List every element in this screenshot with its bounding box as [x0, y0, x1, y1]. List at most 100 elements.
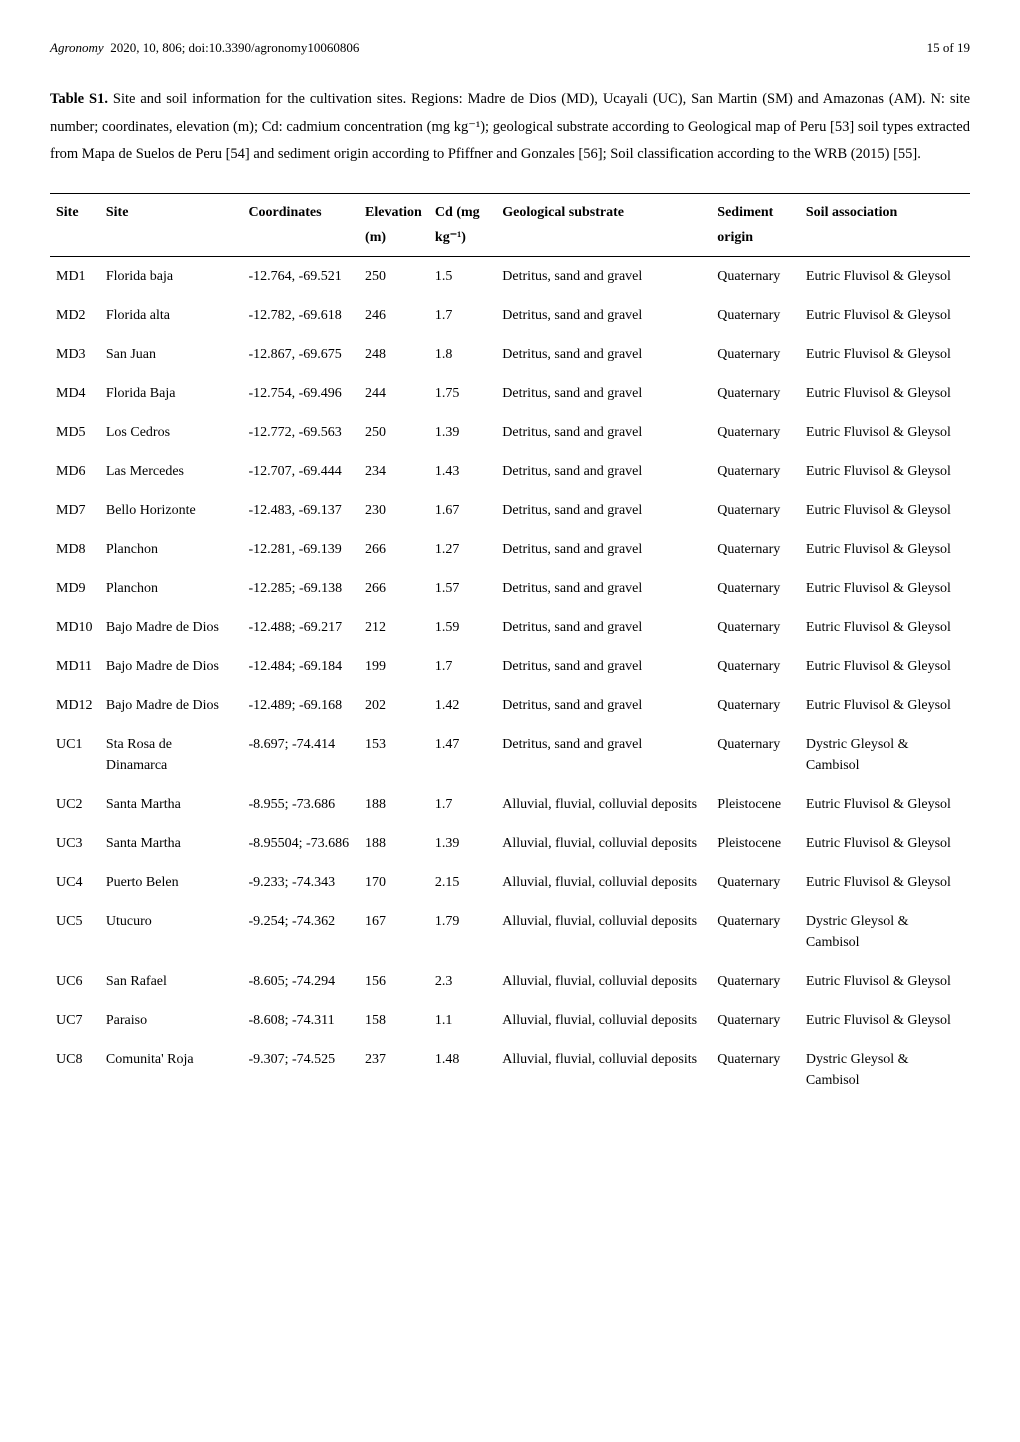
cell-soil: Eutric Fluvisol & Gleysol — [800, 491, 970, 530]
cell-soil: Eutric Fluvisol & Gleysol — [800, 530, 970, 569]
cell-sed: Quaternary — [711, 902, 800, 962]
cell-soil: Eutric Fluvisol & Gleysol — [800, 686, 970, 725]
cell-coords: -8.605; -74.294 — [242, 962, 359, 1001]
cell-elev: 246 — [359, 296, 429, 335]
cell-elev: 244 — [359, 374, 429, 413]
table-row: MD10Bajo Madre de Dios-12.488; -69.21721… — [50, 608, 970, 647]
cell-cd: 1.8 — [429, 335, 496, 374]
cell-id: MD9 — [50, 569, 100, 608]
col-site-name: Site — [100, 193, 243, 227]
cell-elev: 237 — [359, 1040, 429, 1100]
table-row: UC6San Rafael-8.605; -74.2941562.3Alluvi… — [50, 962, 970, 1001]
cell-cd: 1.79 — [429, 902, 496, 962]
cell-geo: Detritus, sand and gravel — [496, 413, 711, 452]
cell-coords: -9.307; -74.525 — [242, 1040, 359, 1100]
cell-soil: Eutric Fluvisol & Gleysol — [800, 824, 970, 863]
journal-ref: Agronomy 2020, 10, 806; doi:10.3390/agro… — [50, 40, 359, 56]
cell-geo: Detritus, sand and gravel — [496, 686, 711, 725]
cell-sed: Quaternary — [711, 296, 800, 335]
cell-sed: Quaternary — [711, 374, 800, 413]
cell-sed: Quaternary — [711, 335, 800, 374]
table-header: Site Site Coordinates Elevation Cd (mg G… — [50, 193, 970, 256]
cell-cd: 1.43 — [429, 452, 496, 491]
cell-name: Los Cedros — [100, 413, 243, 452]
table-row: MD6Las Mercedes-12.707, -69.4442341.43De… — [50, 452, 970, 491]
cell-sed: Quaternary — [711, 530, 800, 569]
cell-id: MD5 — [50, 413, 100, 452]
cell-coords: -12.489; -69.168 — [242, 686, 359, 725]
cell-elev: 230 — [359, 491, 429, 530]
cell-elev: 199 — [359, 647, 429, 686]
cell-coords: -12.764, -69.521 — [242, 256, 359, 296]
cell-id: MD10 — [50, 608, 100, 647]
cell-geo: Alluvial, fluvial, colluvial deposits — [496, 1040, 711, 1100]
cell-cd: 1.57 — [429, 569, 496, 608]
table-row: MD11Bajo Madre de Dios-12.484; -69.18419… — [50, 647, 970, 686]
cell-sed: Quaternary — [711, 491, 800, 530]
cell-coords: -12.281, -69.139 — [242, 530, 359, 569]
table-caption: Table S1. Site and soil information for … — [50, 86, 970, 169]
cell-cd: 1.67 — [429, 491, 496, 530]
cell-soil: Eutric Fluvisol & Gleysol — [800, 374, 970, 413]
cell-sed: Quaternary — [711, 1040, 800, 1100]
cell-name: Bajo Madre de Dios — [100, 686, 243, 725]
cell-soil: Eutric Fluvisol & Gleysol — [800, 296, 970, 335]
cell-name: Las Mercedes — [100, 452, 243, 491]
cell-elev: 188 — [359, 824, 429, 863]
cell-soil: Eutric Fluvisol & Gleysol — [800, 256, 970, 296]
cell-sed: Quaternary — [711, 256, 800, 296]
cell-coords: -8.697; -74.414 — [242, 725, 359, 785]
table-row: UC8Comunita' Roja-9.307; -74.5252371.48A… — [50, 1040, 970, 1100]
cell-cd: 1.59 — [429, 608, 496, 647]
table-row: MD7Bello Horizonte-12.483, -69.1372301.6… — [50, 491, 970, 530]
cell-geo: Detritus, sand and gravel — [496, 608, 711, 647]
cell-name: Florida alta — [100, 296, 243, 335]
cell-elev: 250 — [359, 413, 429, 452]
cell-cd: 1.7 — [429, 296, 496, 335]
cell-soil: Eutric Fluvisol & Gleysol — [800, 608, 970, 647]
cell-geo: Detritus, sand and gravel — [496, 256, 711, 296]
cell-sed: Quaternary — [711, 863, 800, 902]
cell-sed: Quaternary — [711, 686, 800, 725]
col-coordinates: Coordinates — [242, 193, 359, 227]
cell-cd: 2.15 — [429, 863, 496, 902]
cell-name: Florida baja — [100, 256, 243, 296]
cell-id: UC8 — [50, 1040, 100, 1100]
cell-sed: Quaternary — [711, 962, 800, 1001]
cell-soil: Dystric Gleysol & Cambisol — [800, 1040, 970, 1100]
cell-elev: 156 — [359, 962, 429, 1001]
cell-coords: -12.782, -69.618 — [242, 296, 359, 335]
cell-name: Sta Rosa de Dinamarca — [100, 725, 243, 785]
cell-id: MD12 — [50, 686, 100, 725]
col-cd: Cd (mg — [429, 193, 496, 227]
cell-cd: 1.39 — [429, 413, 496, 452]
cell-cd: 1.75 — [429, 374, 496, 413]
cell-geo: Detritus, sand and gravel — [496, 374, 711, 413]
cell-soil: Eutric Fluvisol & Gleysol — [800, 335, 970, 374]
cell-coords: -12.707, -69.444 — [242, 452, 359, 491]
page-header: Agronomy 2020, 10, 806; doi:10.3390/agro… — [50, 40, 970, 56]
cell-cd: 1.39 — [429, 824, 496, 863]
cell-name: Bello Horizonte — [100, 491, 243, 530]
cell-coords: -8.608; -74.311 — [242, 1001, 359, 1040]
cell-coords: -9.254; -74.362 — [242, 902, 359, 962]
cell-cd: 1.47 — [429, 725, 496, 785]
cell-sed: Quaternary — [711, 647, 800, 686]
cell-elev: 250 — [359, 256, 429, 296]
col-cd-unit: kg⁻¹) — [429, 227, 496, 257]
page-number: 15 of 19 — [927, 40, 970, 56]
cell-elev: 158 — [359, 1001, 429, 1040]
table-row: MD2Florida alta-12.782, -69.6182461.7Det… — [50, 296, 970, 335]
cell-id: UC2 — [50, 785, 100, 824]
cell-geo: Alluvial, fluvial, colluvial deposits — [496, 863, 711, 902]
cell-cd: 1.7 — [429, 647, 496, 686]
cell-geo: Alluvial, fluvial, colluvial deposits — [496, 1001, 711, 1040]
table-row: UC4Puerto Belen-9.233; -74.3431702.15All… — [50, 863, 970, 902]
table-row: UC7Paraiso-8.608; -74.3111581.1Alluvial,… — [50, 1001, 970, 1040]
cell-id: UC4 — [50, 863, 100, 902]
cell-id: MD3 — [50, 335, 100, 374]
table-row: UC2Santa Martha-8.955; -73.6861881.7Allu… — [50, 785, 970, 824]
cell-cd: 1.27 — [429, 530, 496, 569]
cell-id: MD1 — [50, 256, 100, 296]
cell-name: Puerto Belen — [100, 863, 243, 902]
